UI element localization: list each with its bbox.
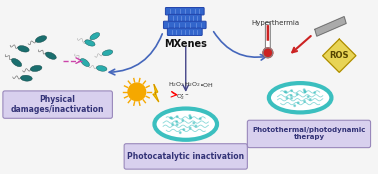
Ellipse shape — [20, 75, 32, 81]
Circle shape — [286, 97, 288, 99]
FancyBboxPatch shape — [247, 120, 370, 148]
Ellipse shape — [30, 65, 42, 72]
Text: ROS: ROS — [330, 51, 349, 60]
Text: $\mathregular{\bullet OH}$: $\mathregular{\bullet OH}$ — [200, 81, 214, 89]
FancyBboxPatch shape — [124, 144, 247, 169]
FancyBboxPatch shape — [168, 14, 201, 22]
Circle shape — [177, 116, 178, 117]
Polygon shape — [323, 39, 356, 72]
Circle shape — [263, 48, 273, 58]
Circle shape — [182, 120, 184, 121]
Ellipse shape — [96, 66, 107, 71]
Circle shape — [190, 117, 191, 118]
Circle shape — [171, 117, 173, 119]
Ellipse shape — [45, 52, 56, 59]
Circle shape — [200, 118, 201, 120]
Circle shape — [294, 105, 296, 106]
Circle shape — [307, 96, 309, 97]
Ellipse shape — [269, 83, 332, 112]
Circle shape — [304, 89, 305, 90]
FancyBboxPatch shape — [3, 91, 112, 118]
Circle shape — [310, 99, 311, 100]
Circle shape — [291, 97, 292, 99]
FancyBboxPatch shape — [163, 21, 206, 29]
Circle shape — [297, 102, 299, 104]
Circle shape — [189, 115, 191, 116]
Polygon shape — [153, 84, 159, 102]
Circle shape — [304, 91, 306, 93]
Circle shape — [291, 90, 292, 92]
Text: $\mathregular{H_2O_2}$: $\mathregular{H_2O_2}$ — [168, 81, 185, 89]
Circle shape — [190, 117, 191, 119]
FancyBboxPatch shape — [167, 28, 202, 35]
Circle shape — [195, 125, 197, 127]
Circle shape — [189, 127, 191, 129]
Text: MXenes: MXenes — [164, 39, 207, 49]
FancyBboxPatch shape — [265, 22, 270, 52]
Text: Photothermal/photodynamic
therapy: Photothermal/photodynamic therapy — [252, 127, 366, 140]
Circle shape — [304, 91, 306, 92]
Text: Hyperthermia: Hyperthermia — [252, 19, 300, 26]
Ellipse shape — [85, 40, 95, 46]
Circle shape — [290, 95, 292, 96]
FancyBboxPatch shape — [266, 25, 269, 41]
Polygon shape — [315, 17, 346, 36]
Text: $\mathregular{H_2O_2}$: $\mathregular{H_2O_2}$ — [184, 81, 201, 89]
Circle shape — [170, 117, 172, 118]
Circle shape — [177, 124, 178, 125]
Circle shape — [284, 91, 286, 93]
FancyBboxPatch shape — [166, 7, 204, 15]
Ellipse shape — [81, 58, 90, 67]
Text: Physical
damages/inactivation: Physical damages/inactivation — [11, 95, 104, 114]
Text: Photocatalytic inactivation: Photocatalytic inactivation — [127, 152, 244, 161]
Circle shape — [128, 83, 146, 101]
Circle shape — [193, 122, 195, 124]
Circle shape — [304, 101, 305, 102]
Circle shape — [183, 129, 184, 130]
Circle shape — [296, 93, 298, 95]
Ellipse shape — [90, 33, 100, 40]
Ellipse shape — [36, 36, 46, 42]
Text: $\mathregular{O_2^{\bullet-}}$: $\mathregular{O_2^{\bullet-}}$ — [176, 92, 190, 102]
Circle shape — [172, 124, 174, 125]
Circle shape — [176, 121, 177, 122]
Ellipse shape — [102, 50, 113, 56]
Circle shape — [314, 92, 316, 93]
Ellipse shape — [155, 109, 217, 140]
Circle shape — [180, 132, 181, 133]
Ellipse shape — [18, 46, 29, 52]
Circle shape — [285, 91, 287, 93]
Ellipse shape — [11, 58, 22, 67]
